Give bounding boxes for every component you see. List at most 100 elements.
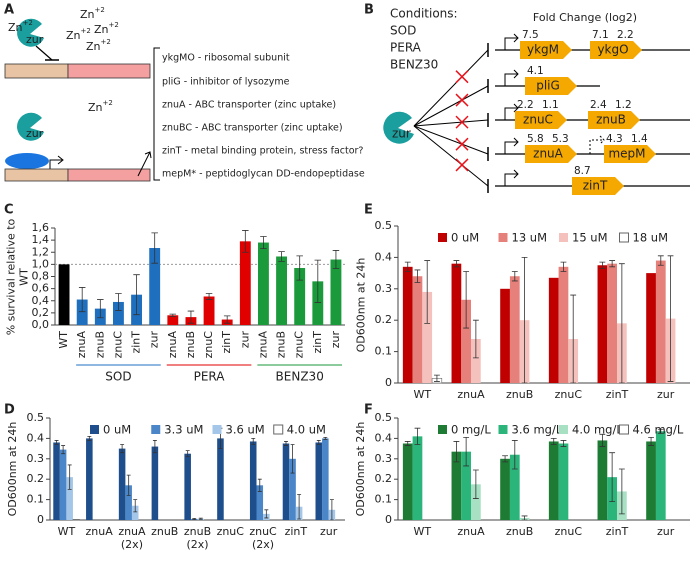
ion-charge: +2 [81,27,91,35]
ions: Zn+2Zn+2Zn+2 Zn+2Zn+2Zn+2 [8,6,119,114]
y-tick-label: 0.2 [375,472,393,485]
legend-label: 0 mg/L [451,423,491,437]
group-label: PERA [194,370,226,384]
bar [289,458,296,520]
error-bar [54,440,59,445]
y-tick-label: 0.3 [375,282,393,295]
error-bar [115,293,122,311]
error-bar [550,438,557,445]
gene-name: zinT [583,179,608,193]
dna-promoter [4,63,69,79]
bar [402,266,413,383]
x-tick-label: WT [413,525,432,538]
bar [500,458,510,520]
bar [217,438,224,520]
error-bar [97,299,104,319]
ion-label: Zn+2 [8,19,33,34]
fold-change: 4.3 [606,133,623,145]
promoter-arrow [504,103,519,120]
gene-arrow [515,111,567,129]
y-tick-label: 0,2 [32,306,50,319]
bar [203,296,215,325]
ion-label: Zn+2 [94,21,119,36]
inhibition-line [413,49,489,127]
bar [461,451,471,520]
y-tick-label: 0,6 [32,282,50,295]
y-tick-label: 0.1 [27,493,45,506]
x-tick-label: znuA [457,388,485,401]
gene-description: pliG - inhibitor of lysozyme [162,77,290,88]
bar [58,264,70,325]
error-bar [67,464,72,490]
y-tick-label: 0.5 [27,411,45,424]
error-bar [560,440,567,447]
error-bar [424,260,431,324]
gene-arrow [525,145,577,163]
panel-label: C [4,203,14,218]
dna-genes [67,168,151,182]
bar [422,291,433,383]
ion-label: Zn+2 [66,27,91,42]
y-axis-label: OD600nm at 24h [5,421,19,517]
gene-arrow [520,41,572,59]
bar [597,440,608,520]
bar [655,431,666,520]
legend-swatch [498,425,508,434]
bar [294,268,306,325]
bar [118,448,126,520]
error-bar [570,294,577,384]
x-tick-label: zur [148,331,161,349]
error-bar [257,478,262,492]
bar [558,443,569,520]
bar [184,453,191,520]
fold-change: 2.2 [617,29,634,41]
bar [655,260,666,383]
arrowhead [57,155,64,165]
y-tick-label: 0,8 [32,270,50,283]
panel-label: E [364,203,373,218]
bar [471,339,481,383]
x-tick-label: zur [657,388,675,401]
x-tick-label: znuC [111,331,124,359]
legend-swatch [438,425,447,434]
error-bar [434,374,440,382]
x-tick-label: znuA [256,331,269,359]
error-bar [61,445,66,455]
zur-protein [17,112,44,141]
x-tick-label: znuC [554,388,583,401]
fold-change: 7.1 [592,29,609,41]
legend-label: 0 uM [451,231,479,245]
conditions-title: Conditions: [390,7,458,21]
x-tick-label: znuA (2x) [118,525,146,551]
x-tick-label: znuC [202,331,215,359]
condition-label: SOD [390,24,416,38]
bar [402,443,413,520]
error-bar [618,263,625,384]
bar [451,451,462,520]
legend-label: 3.6 uM [226,423,265,437]
bar [256,485,264,520]
gene-name: mepM [608,147,645,161]
error-bar [297,494,302,520]
y-tick-label: 0.3 [27,452,45,465]
ion-label: Zn+2 [88,99,113,114]
red-x [455,158,469,172]
error-bar [332,250,340,270]
gene-description: znuBC - ABC transporter (zinc uptake) [162,123,343,134]
error-bar [453,260,460,268]
bar [597,265,608,383]
bar [131,505,139,520]
panel-label: A [4,3,14,18]
error-bar [453,441,460,463]
zur-label: zur [26,127,44,140]
y-axis-label: OD600nm at 24h [353,257,367,352]
error-bar [414,427,421,445]
bar [66,477,73,520]
x-tick-label: znuB [184,331,197,358]
red-x [455,70,469,84]
x-tick-label: znuB [506,525,534,538]
error-bar [329,499,334,521]
legend-label: 4.0 uM [287,423,326,437]
error-bar [521,257,528,384]
internal-promoter [589,135,605,154]
